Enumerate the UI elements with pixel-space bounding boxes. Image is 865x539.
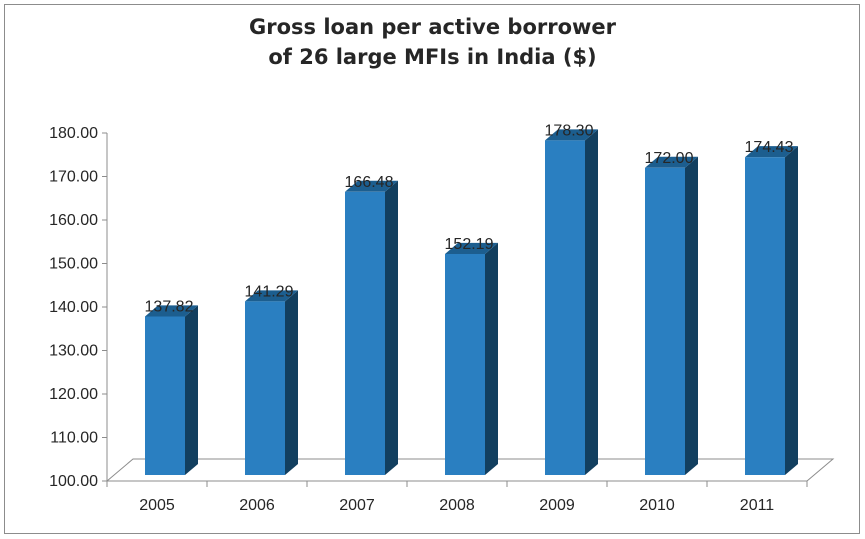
bar-front-face [145, 316, 185, 475]
bar-front-face [545, 140, 585, 475]
data-label: 137.82 [145, 298, 194, 315]
x-tick-label: 2005 [139, 497, 175, 514]
data-label: 172.00 [645, 150, 694, 167]
data-label: 152.19 [445, 236, 494, 253]
bar-top-face [445, 242, 498, 254]
bar-side-face [785, 146, 798, 475]
x-tick-label: 2011 [740, 497, 775, 514]
bar-2007 [345, 180, 398, 475]
data-label: 166.48 [345, 174, 394, 191]
y-tick-label: 140.00 [49, 299, 98, 316]
bar-front-face [445, 253, 485, 475]
y-tick-label: 130.00 [49, 343, 98, 360]
bar-top-face [645, 156, 698, 168]
bar-2005 [145, 305, 198, 475]
y-tick-label: 180.00 [49, 125, 98, 142]
chart-title: Gross loan per active borrower of 26 lar… [0, 12, 865, 72]
x-tick-label: 2007 [339, 497, 375, 514]
y-tick-label: 150.00 [49, 256, 98, 273]
bar-side-face [585, 129, 598, 475]
bar-side-face [685, 156, 698, 475]
bar-side-face [485, 242, 498, 475]
x-tick-label: 2009 [539, 497, 575, 514]
bar-2010 [645, 156, 698, 476]
y-tick-label: 160.00 [49, 212, 98, 229]
data-label: 174.43 [745, 139, 794, 156]
y-tick-label: 170.00 [49, 169, 98, 186]
x-tick-label: 2006 [239, 497, 275, 514]
bar-top-face [245, 290, 298, 302]
chart-title-line-1: Gross loan per active borrower [248, 15, 617, 39]
data-label: 178.30 [545, 122, 594, 139]
bar-side-face [385, 180, 398, 475]
y-tick-label: 110.00 [50, 430, 98, 447]
bar-front-face [345, 191, 385, 475]
bar-top-face [745, 146, 798, 158]
bar-side-face [285, 290, 298, 475]
y-tick-label: 100.00 [49, 473, 98, 490]
chart-title-line-2: of 26 large MFIs in India ($) [268, 45, 597, 69]
bar-front-face [645, 167, 685, 476]
bar-front-face [745, 157, 785, 476]
bar-2009 [545, 129, 598, 475]
bar-2006 [245, 290, 298, 475]
bar-2008 [445, 242, 498, 475]
bar-top-face [545, 129, 598, 141]
bar-front-face [245, 301, 285, 475]
bar-top-face [145, 305, 198, 317]
x-tick-label: 2008 [439, 497, 475, 514]
bar-2011 [745, 146, 798, 476]
y-tick-label: 120.00 [49, 386, 98, 403]
data-label: 141.29 [245, 283, 294, 300]
bar-side-face [185, 305, 198, 475]
x-tick-label: 2010 [639, 497, 675, 514]
bar-top-face [345, 180, 398, 192]
